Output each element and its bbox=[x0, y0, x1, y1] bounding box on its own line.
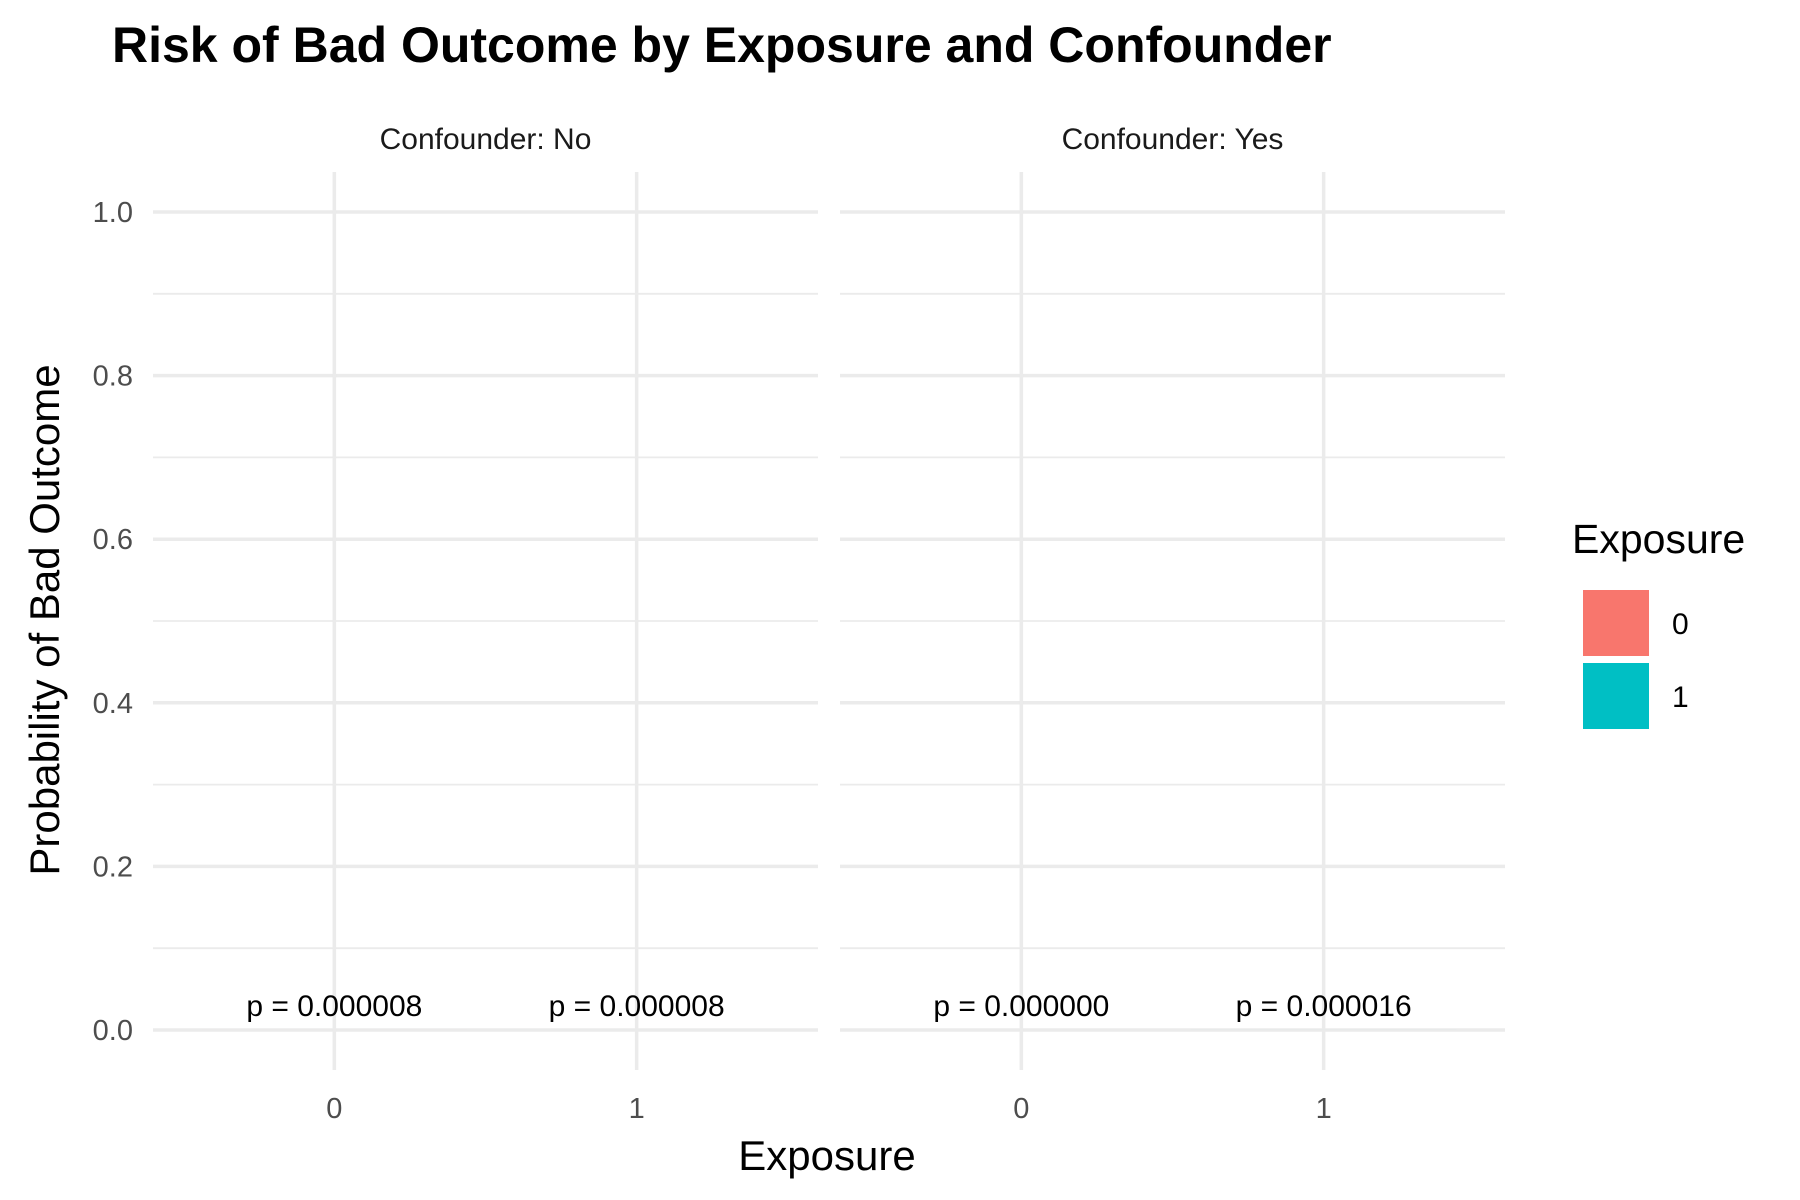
facet-strip-label: Confounder: No bbox=[380, 123, 592, 156]
y-tick-label: 0.2 bbox=[93, 851, 133, 883]
legend-title: Exposure bbox=[1572, 516, 1745, 562]
legend-label: 1 bbox=[1672, 681, 1689, 714]
y-tick-label: 0.0 bbox=[93, 1015, 133, 1047]
x-tick-label: 1 bbox=[629, 1093, 645, 1125]
bar-annotation: p = 0.000008 bbox=[549, 990, 725, 1023]
chart-title: Risk of Bad Outcome by Exposure and Conf… bbox=[112, 17, 1332, 73]
y-tick-label: 1.0 bbox=[93, 197, 133, 229]
facet-strip-label: Confounder: Yes bbox=[1062, 123, 1284, 156]
x-tick-label: 0 bbox=[326, 1093, 342, 1125]
y-axis-title: Probability of Bad Outcome bbox=[21, 364, 68, 875]
y-tick-label: 0.6 bbox=[93, 524, 133, 556]
legend-label: 0 bbox=[1672, 608, 1689, 641]
bar-annotation: p = 0.000016 bbox=[1236, 990, 1412, 1023]
legend-key bbox=[1583, 663, 1649, 729]
legend-key bbox=[1583, 590, 1649, 656]
facet-panel: Confounder: No p = 0.000008 p = 0.000008 0 1 bbox=[153, 123, 818, 1125]
facet-panel: Confounder: Yes p = 0.000000 p = 0.000016 0… bbox=[840, 123, 1505, 1125]
x-tick-label: 0 bbox=[1013, 1093, 1029, 1125]
facet-panels: Confounder: No p = 0.000008 p = 0.000008 0 1… bbox=[93, 123, 1505, 1125]
bar-annotation: p = 0.000000 bbox=[933, 990, 1109, 1023]
y-tick-label: 0.4 bbox=[93, 688, 133, 720]
x-axis-title: Exposure bbox=[738, 1132, 915, 1179]
y-axis: 0.0 0.2 0.4 0.6 0.8 1.0 bbox=[93, 197, 133, 1047]
legend: Exposure 0 1 bbox=[1572, 516, 1745, 729]
bar-annotation: p = 0.000008 bbox=[246, 990, 422, 1023]
y-tick-label: 0.8 bbox=[93, 361, 133, 393]
x-tick-label: 1 bbox=[1316, 1093, 1332, 1125]
